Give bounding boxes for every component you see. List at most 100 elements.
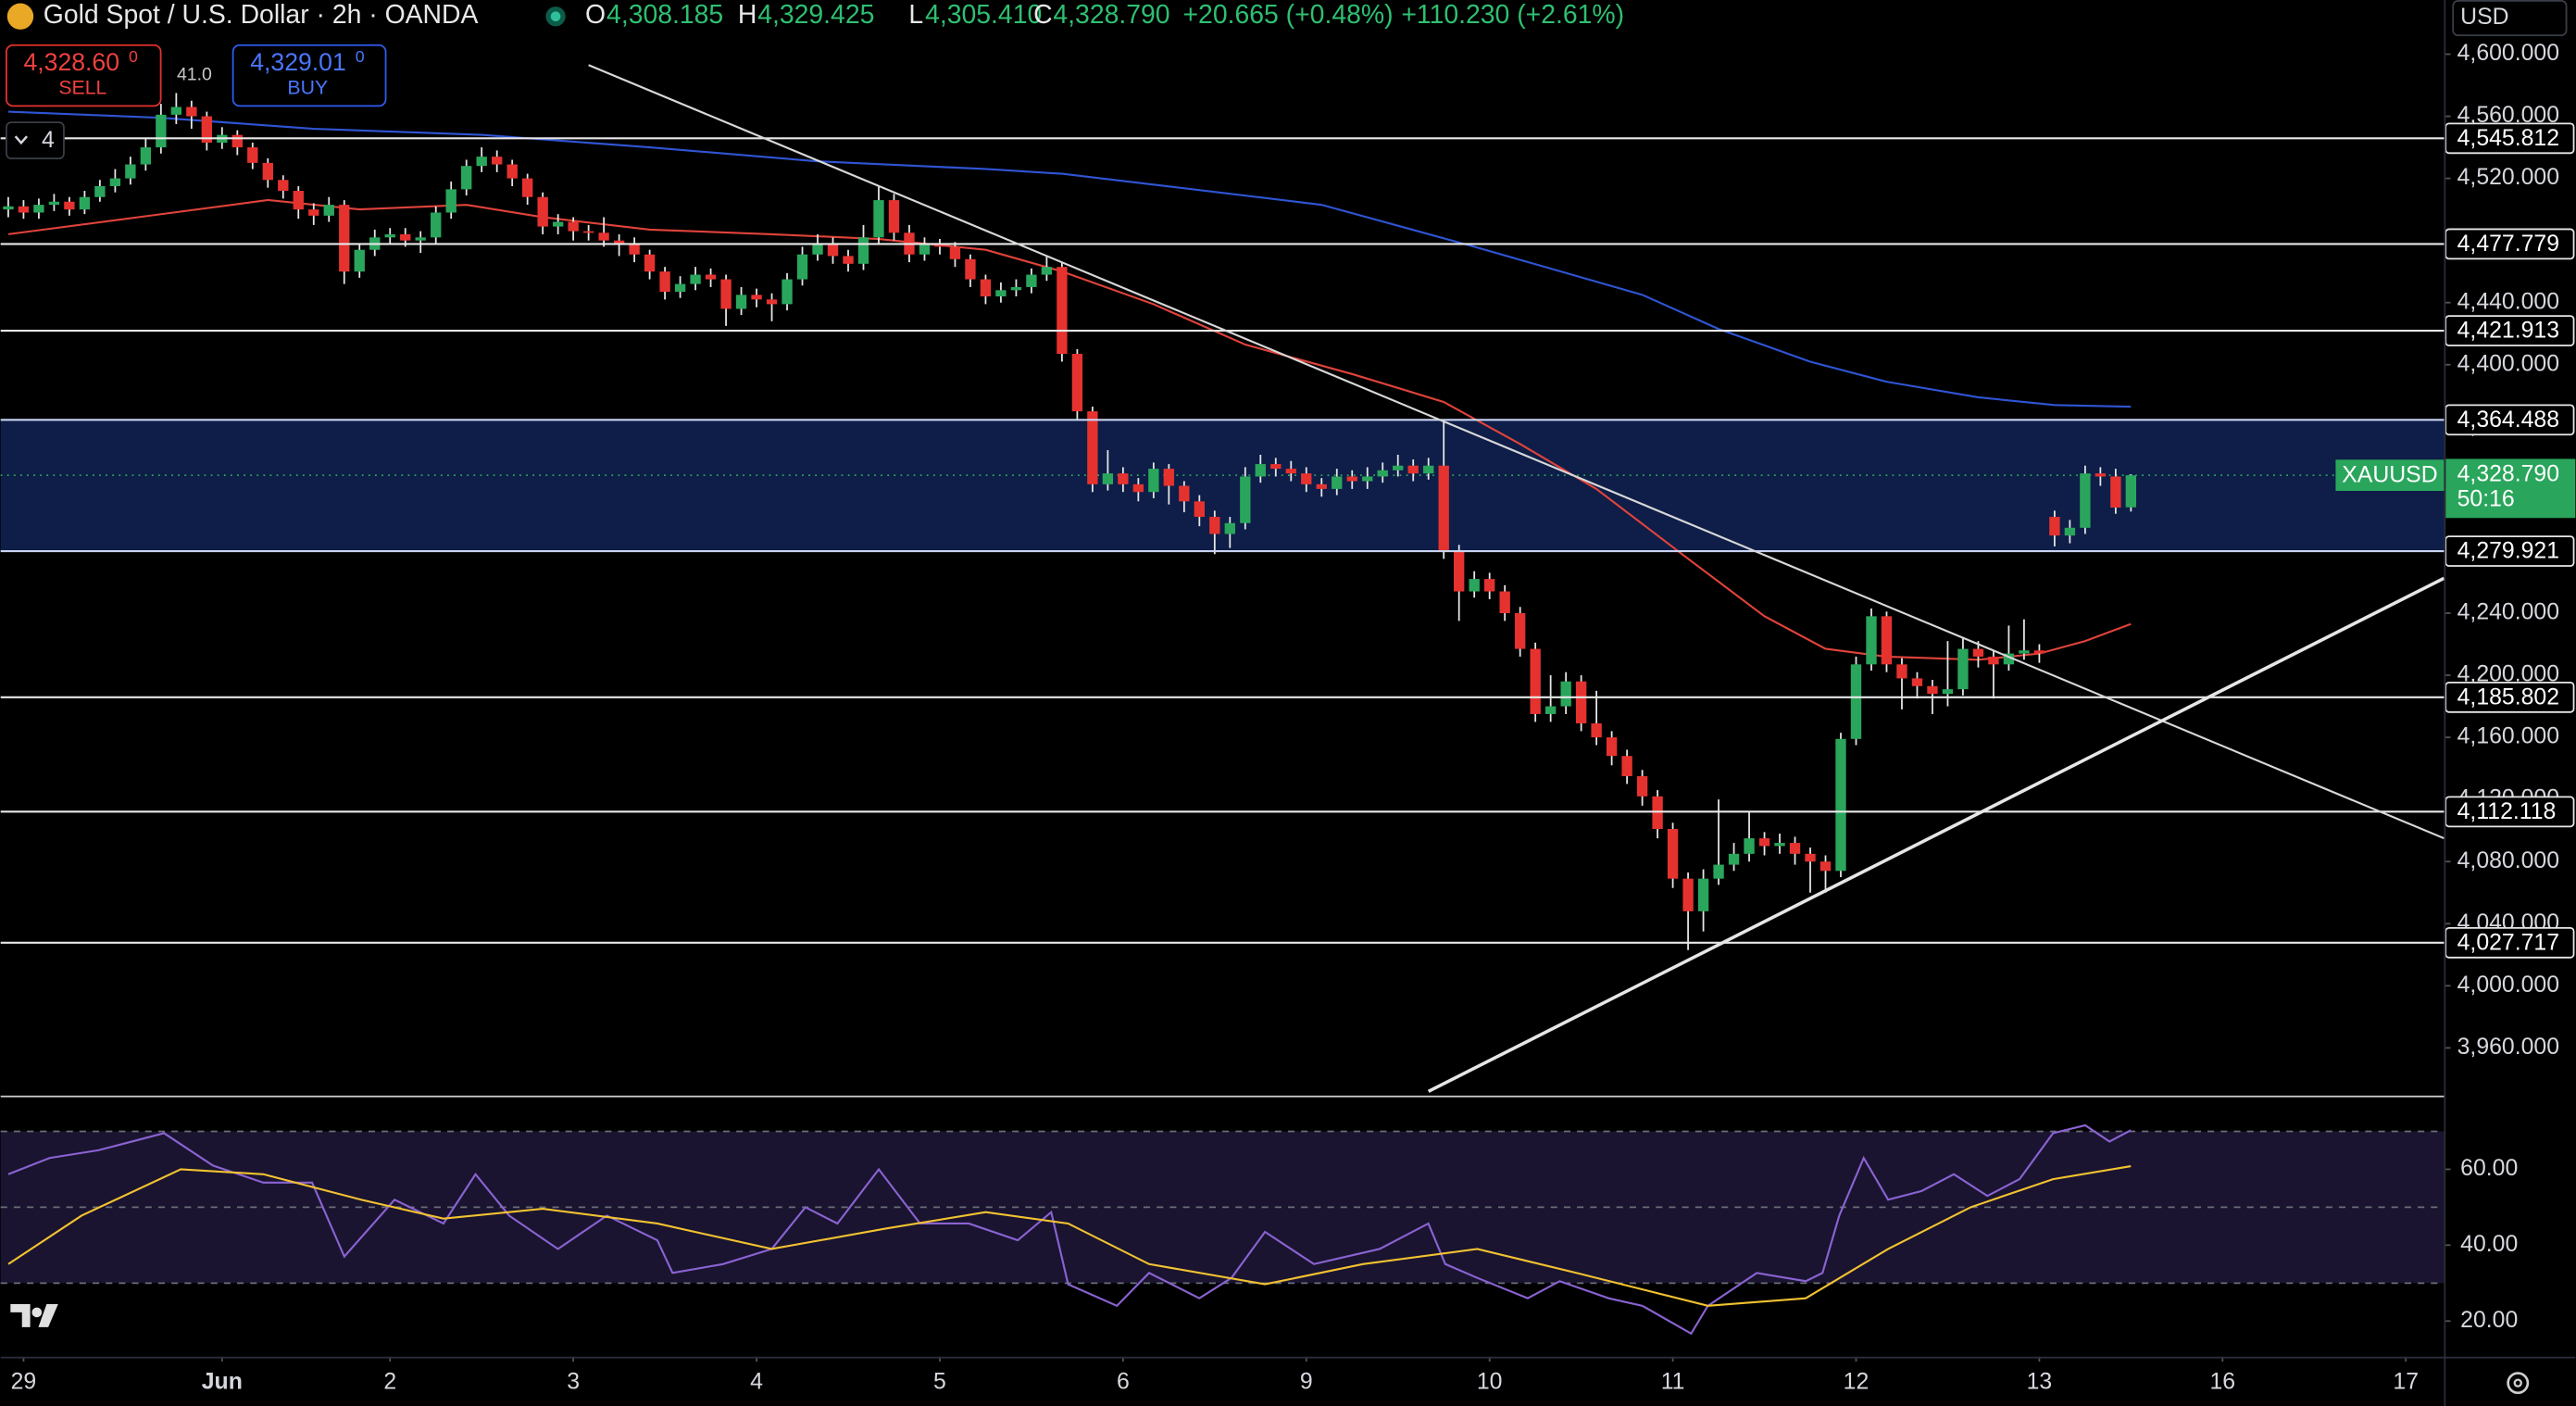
candle-body — [431, 212, 442, 238]
candle-body — [1118, 473, 1129, 484]
candle-body — [1255, 464, 1266, 477]
level-label: 4,364.488 — [2457, 408, 2559, 433]
candle-body — [2125, 475, 2137, 508]
candle-body — [231, 134, 243, 148]
candle-body — [613, 240, 625, 245]
brand-logo[interactable] — [10, 1304, 58, 1327]
candle-body — [1484, 579, 1495, 592]
candle-body — [1362, 476, 1373, 482]
candle-body — [2110, 476, 2121, 508]
candle-body — [323, 205, 334, 216]
candle-body — [94, 185, 106, 197]
candle-body — [415, 237, 426, 241]
x-tick-label: 5 — [933, 1370, 946, 1395]
candle-body — [1285, 469, 1296, 474]
candle-body — [690, 274, 701, 284]
ohlc-key: L — [908, 0, 923, 30]
candle-body — [1530, 648, 1541, 714]
candle-body — [1621, 756, 1632, 777]
symbol-tag — [2335, 459, 2445, 491]
candle-body — [1819, 861, 1832, 872]
candle-body — [1896, 664, 1907, 679]
candle-body — [445, 189, 456, 213]
buy-label: BUY — [287, 76, 328, 98]
ohlc-value: 4,308.185 — [606, 0, 723, 30]
y-tick-label: 40.00 — [2460, 1232, 2518, 1257]
y-tick-label: 20.00 — [2460, 1308, 2518, 1333]
candle-body — [919, 244, 931, 255]
candle-body — [461, 166, 472, 190]
candle-body — [354, 249, 365, 272]
candle-body — [1636, 776, 1648, 797]
y-tick-label: 4,000.000 — [2457, 973, 2559, 998]
candle-body — [537, 196, 548, 227]
candle-body — [109, 178, 121, 186]
indicators-toggle[interactable] — [6, 121, 65, 160]
candle-body — [1240, 476, 1251, 523]
candle-body — [48, 201, 60, 206]
x-tick-label: 9 — [1300, 1370, 1313, 1395]
candle-body — [506, 164, 518, 179]
candle-body — [140, 147, 152, 165]
rsi-line — [7, 1124, 2132, 1336]
candle-body — [552, 221, 564, 227]
candle-body — [1346, 476, 1357, 482]
candle-body — [1499, 591, 1510, 613]
candle-body — [1835, 738, 1846, 872]
candle-body — [1774, 843, 1785, 847]
candle-body — [1102, 473, 1114, 484]
sell-button[interactable] — [6, 44, 162, 107]
status-dot-inner — [550, 11, 561, 22]
symbol-icon[interactable] — [6, 3, 34, 30]
y-tick-label: 4,520.000 — [2457, 165, 2559, 190]
ohlc-value: 4,328.790 — [1053, 0, 1169, 30]
candle-body — [674, 283, 686, 292]
x-tick-label: 2 — [383, 1370, 396, 1395]
candle-body — [1163, 469, 1175, 486]
x-tick-label: 4 — [750, 1370, 763, 1395]
x-tick-label: 12 — [1844, 1370, 1869, 1395]
buy-button[interactable] — [231, 44, 387, 107]
candle-body — [644, 254, 656, 272]
candle-body — [1881, 616, 1893, 665]
trendline — [1427, 576, 2445, 1093]
y-tick-label: 4,400.000 — [2457, 351, 2559, 376]
settings-icon[interactable] — [2507, 1372, 2530, 1395]
candle-body — [1575, 681, 1587, 724]
x-tick-label: Jun — [202, 1370, 243, 1395]
candle-body — [1728, 853, 1740, 865]
candle-body — [766, 299, 778, 305]
candle-body — [1606, 737, 1618, 757]
chevron-icon — [14, 135, 28, 145]
candle-body — [1057, 267, 1068, 355]
candle-body — [2049, 517, 2060, 536]
candle-body — [1972, 648, 1984, 657]
y-tick-label: 3,960.000 — [2457, 1035, 2559, 1060]
symbol-title[interactable]: Gold Spot / U.S. Dollar · 2h · OANDA — [44, 0, 479, 30]
candle-body — [156, 114, 167, 148]
symbol-tag-label: XAUUSD — [2342, 463, 2437, 488]
candle-body — [1927, 685, 1938, 695]
main-layer: 3,960.0004,000.0004,040.0004,080.0004,12… — [3, 41, 2559, 1395]
candle-body — [2019, 650, 2030, 654]
candle-body — [170, 107, 182, 115]
level-label: 4,027.717 — [2457, 930, 2559, 955]
y-tick-label: 4,160.000 — [2457, 724, 2559, 749]
candle-body — [857, 237, 869, 264]
candle-body — [1071, 354, 1083, 412]
candle-body — [79, 196, 91, 210]
candle-body — [521, 178, 533, 197]
candle-body — [1026, 274, 1037, 287]
candle-body — [888, 200, 900, 233]
candle-body — [1438, 465, 1449, 551]
currency-dropdown[interactable] — [2452, 0, 2568, 37]
candle-body — [2080, 473, 2091, 528]
candle-body — [1224, 522, 1235, 534]
settings-icon-center — [2513, 1378, 2522, 1387]
candle-body — [1393, 465, 1404, 471]
candle-body — [1789, 843, 1801, 854]
x-tick-label: 10 — [1477, 1370, 1503, 1395]
candle-body — [1805, 853, 1816, 862]
indicators-count: 4 — [42, 128, 55, 153]
